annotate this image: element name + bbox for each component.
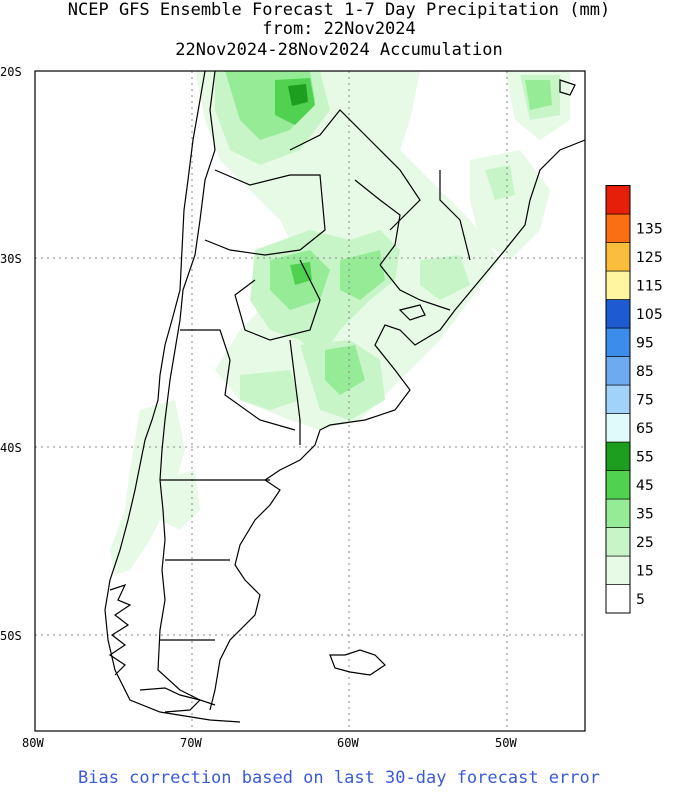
legend-label: 55	[636, 449, 654, 465]
legend-swatch	[605, 413, 631, 443]
legend-label: 25	[636, 535, 654, 551]
legend-swatch	[605, 299, 631, 329]
legend-label: 105	[636, 307, 663, 323]
lon-tick-label: 50W	[495, 736, 517, 750]
legend-swatch	[605, 270, 631, 300]
lat-tick-label: 50S	[0, 629, 22, 643]
legend-label: 115	[636, 278, 663, 294]
legend-swatch	[605, 384, 631, 414]
lon-tick-label: 70W	[180, 736, 202, 750]
lat-tick-label: 20S	[0, 65, 22, 79]
legend-swatch	[605, 327, 631, 357]
legend-label: 15	[636, 563, 654, 579]
legend-swatch	[605, 470, 631, 500]
map-frame	[34, 70, 586, 732]
lat-tick-label: 30S	[0, 252, 22, 266]
forecast-date: from: 22Nov2024	[262, 19, 416, 39]
legend-swatch	[605, 441, 631, 471]
legend-swatch	[605, 213, 631, 243]
precipitation-legend: 5 15 25 35 45 55 65 75 85 95 105 115 125 135	[605, 185, 663, 614]
legend-label: 135	[636, 221, 663, 237]
legend-label: 35	[636, 506, 654, 522]
legend-swatch	[605, 185, 631, 215]
coastline-and-borders	[104, 71, 585, 723]
legend-swatch	[605, 242, 631, 272]
legend-label: 95	[636, 335, 654, 351]
lon-tick-label: 80W	[22, 736, 44, 750]
lon-tick-label: 60W	[337, 736, 359, 750]
legend-label: 5	[636, 592, 645, 608]
legend-swatch	[605, 356, 631, 386]
accumulation-period: 22Nov2024-28Nov2024 Accumulation	[175, 40, 503, 60]
legend-label: 75	[636, 392, 654, 408]
legend-label: 45	[636, 478, 654, 494]
legend-label: 125	[636, 250, 663, 266]
legend-swatch	[605, 498, 631, 528]
legend-swatch	[605, 555, 631, 585]
legend-swatch	[605, 527, 631, 557]
legend-label: 85	[636, 364, 654, 380]
graticule	[35, 71, 585, 731]
legend-swatch	[605, 584, 631, 614]
legend-frame	[605, 185, 631, 614]
legend-label: 65	[636, 421, 654, 437]
lat-tick-label: 40S	[0, 441, 22, 455]
axis-labels: 20S 30S 40S 50S 80W 70W 60W 50W	[0, 65, 517, 750]
chart-title: NCEP GFS Ensemble Forecast 1-7 Day Preci…	[67, 0, 611, 20]
bias-correction-note: Bias correction based on last 30-day for…	[78, 768, 600, 788]
